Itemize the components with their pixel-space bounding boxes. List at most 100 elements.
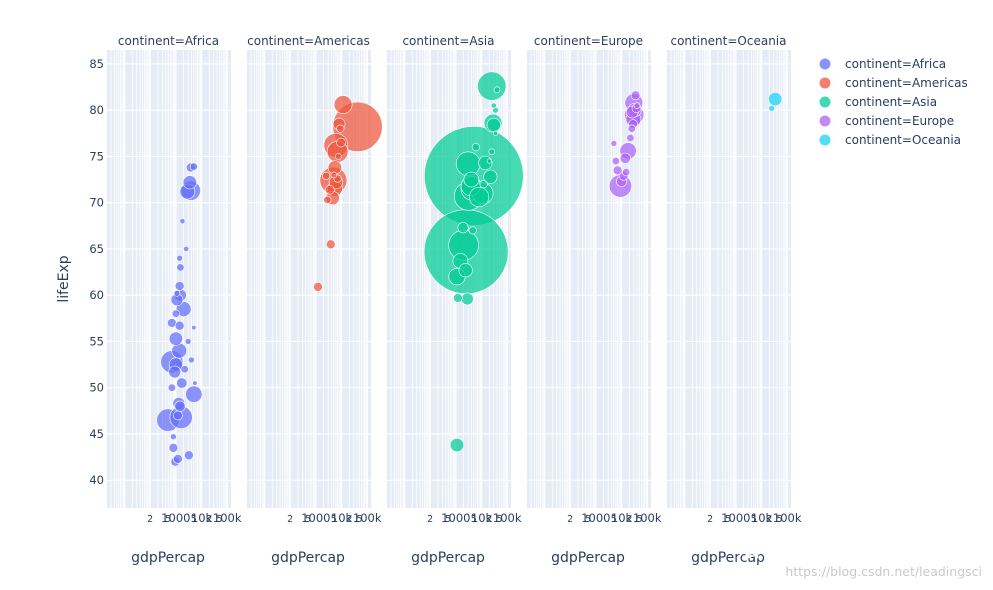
data-point: [768, 91, 783, 107]
y-tick-label: 75: [89, 149, 104, 163]
data-point: [627, 124, 636, 133]
data-point: [630, 90, 641, 101]
data-point: [170, 433, 177, 441]
x-tick-label: 5: [356, 514, 362, 525]
y-tick-label: 80: [89, 103, 104, 117]
x-tick-label: 1000: [441, 511, 470, 525]
x-tick-label: 100k: [633, 511, 662, 525]
x-tick-label: 1000: [721, 511, 750, 525]
x-tick-label: 5: [165, 514, 171, 525]
data-point: [183, 246, 190, 252]
data-point: [188, 356, 195, 364]
data-point: [174, 281, 185, 291]
facet-title: continent=Asia: [402, 34, 494, 48]
x-axis-title: gdpPercap: [691, 550, 765, 566]
data-point: [179, 218, 186, 225]
x-tick-label: 5: [725, 514, 731, 525]
data-point: [449, 438, 464, 453]
x-tick-label: 5: [751, 514, 757, 525]
data-point: [458, 263, 473, 278]
data-point: [180, 365, 189, 374]
data-point: [330, 171, 338, 179]
data-point: [174, 400, 186, 412]
x-axis-title: gdpPercap: [271, 550, 345, 566]
data-point: [336, 137, 346, 148]
data-point: [325, 239, 336, 250]
x-tick-label: 2: [626, 514, 632, 525]
y-tick-label: 50: [89, 381, 104, 395]
facet-title: continent=Americas: [247, 34, 370, 48]
data-point: [768, 104, 776, 112]
data-point: [453, 293, 463, 303]
data-point: [333, 95, 353, 114]
x-tick-label: 10k: [471, 511, 493, 525]
data-point: [626, 133, 635, 142]
legend-marker: [819, 58, 831, 70]
data-point: [184, 450, 194, 461]
x-tick-label: 1000: [581, 511, 610, 525]
data-point: [633, 102, 641, 109]
x-tick-label: 2: [206, 514, 212, 525]
data-point: [173, 410, 183, 421]
legend: continent=Africa continent=Americas contin…: [819, 57, 968, 147]
data-point: [461, 292, 474, 306]
legend-label: continent=Americas: [845, 76, 968, 90]
data-point: [611, 156, 620, 166]
facet-title: continent=Africa: [118, 34, 219, 48]
x-tick-label: 2: [427, 514, 433, 525]
legend-item: continent=Europe: [819, 114, 954, 128]
x-tick-label: 5: [611, 514, 617, 525]
y-tick-labels: 40 45 50 55 60 65 70 75 80 85: [89, 57, 104, 487]
x-axis-title: gdpPercap: [551, 550, 625, 566]
watermark-zhihu: 知乎 @SQL数据分析: [736, 534, 968, 563]
data-point: [335, 153, 342, 160]
data-point: [167, 383, 176, 392]
legend-label: continent=Africa: [845, 57, 946, 71]
data-point: [622, 168, 631, 177]
data-point: [168, 443, 179, 453]
x-tick-label: 5: [636, 514, 642, 525]
x-tick-label: 5: [445, 514, 451, 525]
data-point: [184, 338, 192, 345]
x-tick-label: 5: [305, 514, 311, 525]
y-axis-title: lifeExp: [56, 255, 72, 302]
x-tick-label: 2: [287, 514, 293, 525]
data-point: [323, 195, 332, 204]
data-point: [486, 158, 492, 164]
watermark: 知乎 @SQL数据分析 https://blog.csdn.net/leadin…: [736, 534, 982, 579]
data-point: [610, 140, 618, 147]
data-point: [173, 290, 181, 297]
legend-item: continent=Oceania: [819, 133, 961, 147]
x-tick-label: 5: [585, 514, 591, 525]
x-tick-label: 10k: [611, 511, 633, 525]
legend-label: continent=Europe: [845, 114, 954, 128]
legend-marker: [819, 115, 831, 127]
x-tick-label: 100k: [773, 511, 802, 525]
x-tick-label: 100k: [213, 511, 242, 525]
data-point: [483, 169, 498, 184]
y-tick-label: 40: [89, 473, 104, 487]
y-tick-label: 65: [89, 242, 104, 256]
data-point: [479, 180, 488, 189]
data-point: [173, 454, 183, 464]
data-point: [322, 171, 331, 180]
legend-item: continent=Africa: [819, 57, 946, 71]
y-tick-label: 55: [89, 334, 104, 348]
data-point: [486, 117, 501, 132]
legend-marker: [819, 134, 831, 146]
data-point: [488, 148, 496, 156]
data-point: [336, 124, 345, 133]
data-point: [174, 320, 185, 331]
y-tick-label: 60: [89, 288, 104, 302]
data-point: [191, 325, 197, 331]
x-tick-label: 10k: [751, 511, 773, 525]
x-tick-label: 2: [486, 514, 492, 525]
legend-item: continent=Americas: [819, 76, 968, 90]
x-tick-label: 2: [567, 514, 573, 525]
x-tick-label: 2: [346, 514, 352, 525]
